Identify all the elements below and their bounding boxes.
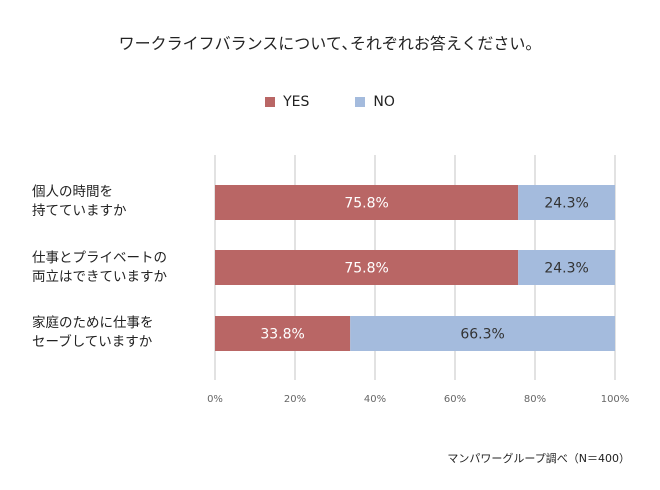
x-tick-label: 100% [601,394,630,405]
category-line: 持てていますか [32,203,127,219]
category-line: 家庭のために仕事を [32,315,154,331]
category-line: 仕事とプライベートの [32,250,167,266]
legend-swatch-no [355,97,366,107]
category-label: 個人の時間を 持てていますか [32,183,127,221]
x-tick-label: 20% [284,394,306,405]
bar-no [518,185,615,220]
category-line: セーブしていますか [32,334,153,350]
x-tick-label: 40% [364,394,386,405]
legend-label-yes: YES [283,94,310,110]
category-line: 両立はできていますか [32,269,167,285]
data-label: 24.3% [544,261,588,277]
bar-no [518,250,615,285]
legend-label-no: NO [373,94,395,110]
bar-yes [215,250,519,285]
data-label: 75.8% [344,196,388,212]
category-label: 仕事とプライベートの 両立はできていますか [32,249,167,287]
data-label: 75.8% [344,261,388,277]
legend: YES NO [0,94,660,110]
data-label: 24.3% [544,196,588,212]
source-note: マンパワーグループ調べ（N＝400） [447,452,630,465]
chart-title: ワークライフバランスについて､それぞれお答えください。 [118,34,542,53]
x-tick-label: 80% [524,394,546,405]
bar-no [350,316,615,351]
x-tick-label: 0% [207,394,223,405]
bar-yes [215,185,519,220]
data-label: 33.8% [260,327,304,343]
bar-yes [215,316,351,351]
category-label: 家庭のために仕事を セーブしていますか [32,314,154,352]
legend-item-yes: YES [265,94,309,110]
legend-swatch-yes [265,97,276,107]
legend-item-no: NO [355,94,395,110]
category-line: 個人の時間を [32,184,113,200]
x-tick-label: 60% [444,394,466,405]
data-label: 66.3% [460,327,504,343]
